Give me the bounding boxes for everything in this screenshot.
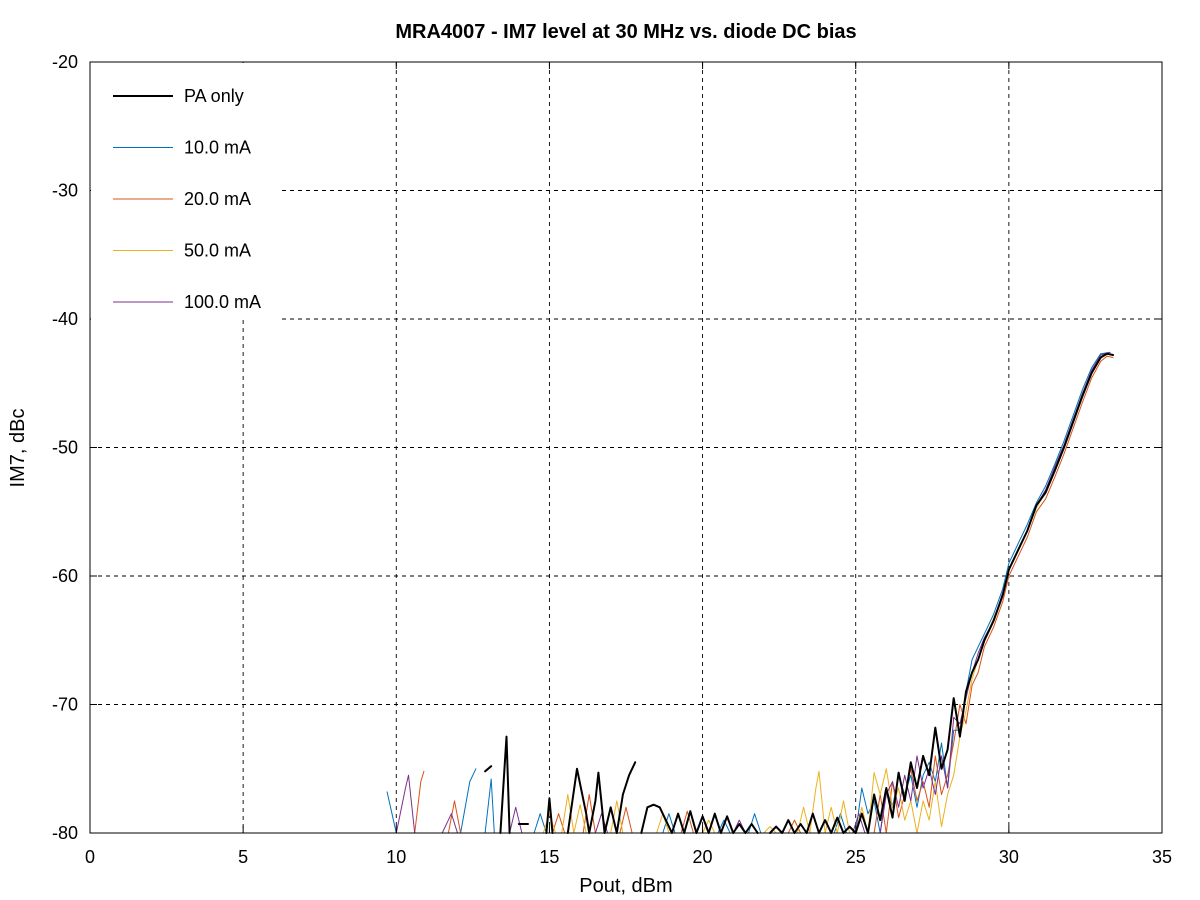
series-line [763, 826, 777, 834]
legend-label: 10.0 mA [184, 138, 251, 158]
series-line [484, 778, 495, 834]
axis-ticks: 0 5 10 15 20 25 30 35 -20 -30 -40 -50 -60 -70 -80 [52, 52, 1172, 867]
legend-label: 100.0 mA [184, 292, 261, 312]
series-line [414, 770, 425, 834]
y-tick-label: -20 [52, 52, 78, 72]
series-pa-only [484, 352, 1114, 834]
y-tick-label: -30 [52, 181, 78, 201]
series-line [769, 352, 1114, 834]
series-line [702, 819, 716, 834]
series-line [566, 761, 637, 834]
series-line [610, 800, 624, 834]
series-line [395, 774, 416, 834]
legend: PA only 10.0 mA 20.0 mA 50.0 mA 100.0 mA [91, 63, 282, 320]
series-line [447, 800, 462, 834]
y-tick-label: -70 [52, 695, 78, 715]
series-line [852, 813, 866, 834]
legend-item: 50.0 mA [113, 241, 251, 261]
legend-label: 50.0 mA [184, 241, 251, 261]
x-tick-label: 30 [999, 847, 1019, 867]
x-tick-label: 15 [539, 847, 559, 867]
y-tick-label: -80 [52, 823, 78, 843]
x-tick-label: 10 [386, 847, 406, 867]
series-line [582, 794, 596, 834]
series-line [533, 813, 547, 834]
x-tick-label: 25 [846, 847, 866, 867]
x-tick-label: 35 [1152, 847, 1172, 867]
series-line [441, 813, 458, 834]
x-tick-label: 20 [693, 847, 713, 867]
series-line [619, 806, 633, 834]
series-line [499, 735, 511, 834]
series-line [797, 770, 851, 834]
series-line [542, 813, 557, 834]
y-tick-label: -60 [52, 566, 78, 586]
legend-item: PA only [113, 86, 244, 106]
x-axis-title: Pout, dBm [579, 875, 672, 897]
series-line [640, 803, 759, 834]
series-line [545, 797, 554, 834]
legend-item: 10.0 mA [113, 138, 251, 158]
y-tick-label: -40 [52, 309, 78, 329]
legend-item: 100.0 mA [113, 292, 261, 312]
x-tick-label: 0 [85, 847, 95, 867]
series-line [460, 768, 477, 834]
plot-area [386, 351, 1114, 834]
series-line [833, 813, 847, 834]
chart-title: MRA4007 - IM7 level at 30 MHz vs. diode … [395, 21, 856, 43]
legend-label: 20.0 mA [184, 189, 251, 209]
series-line [484, 765, 493, 773]
legend-background [91, 63, 282, 320]
series-line [680, 810, 694, 834]
series-line [879, 351, 1111, 834]
x-tick-label: 5 [238, 847, 248, 867]
y-axis-title: IM7, dBc [7, 409, 29, 488]
y-tick-label: -50 [52, 438, 78, 458]
series-line [386, 791, 397, 834]
legend-label: PA only [184, 86, 244, 106]
legend-item: 20.0 mA [113, 189, 251, 209]
grid [90, 62, 1162, 833]
